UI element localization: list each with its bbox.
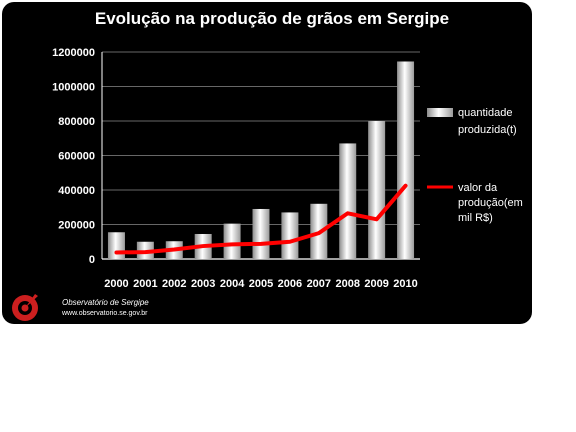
- x-tick-label: 2009: [364, 278, 388, 290]
- legend-line-label-line-3: mil R$): [458, 212, 493, 224]
- x-tick-label: 2007: [307, 278, 331, 290]
- bar: [339, 143, 357, 259]
- chart-panel: Evolução na produção de grãos em Sergipe…: [2, 2, 532, 324]
- bar: [107, 232, 125, 259]
- observatorio-logo-icon: [12, 294, 38, 321]
- x-tick-label: 2005: [249, 278, 273, 290]
- x-tick-label: 2008: [335, 278, 359, 290]
- legend-line-label-line-1: valor da: [458, 182, 498, 194]
- bar: [281, 212, 299, 259]
- legend-line-label-line-2: produção(em: [458, 197, 523, 209]
- bar: [368, 121, 386, 259]
- grid: [101, 51, 420, 260]
- source-url: www.observatorio.se.gov.br: [61, 310, 148, 317]
- legend-bar-swatch: [427, 108, 453, 117]
- source-credit: Observatório de Sergipe www.observatorio…: [12, 294, 149, 321]
- x-tick-label: 2000: [104, 278, 128, 290]
- chart-svg: Evolução na produção de grãos em Sergipe…: [12, 9, 523, 321]
- y-tick-label: 1200000: [52, 47, 95, 59]
- x-tick-label: 2006: [278, 278, 302, 290]
- line-series: [114, 183, 408, 255]
- x-tick-label: 2004: [220, 278, 245, 290]
- y-tick-label: 200000: [58, 220, 95, 232]
- x-tick-label: 2001: [133, 278, 157, 290]
- x-tick-label: 2003: [191, 278, 215, 290]
- legend-bar-label-line-2: produzida(t): [458, 124, 517, 136]
- bar-series: [107, 61, 415, 259]
- source-name: Observatório de Sergipe: [62, 298, 149, 307]
- x-axis-ticks: 2000 2001 2002 2003 2004 2005 2006 2007 2008 2009…: [104, 278, 418, 290]
- y-tick-label: 400000: [58, 185, 95, 197]
- y-axis-ticks: 0 200000 400000 600000 800000 1000000 1200000: [52, 47, 95, 266]
- bar: [223, 223, 241, 259]
- bar: [397, 61, 415, 259]
- y-tick-label: 600000: [58, 151, 95, 163]
- y-tick-label: 0: [89, 254, 95, 266]
- chart-title: Evolução na produção de grãos em Sergipe: [95, 9, 449, 28]
- legend-bar-label-line-1: quantidade: [458, 107, 512, 119]
- bar: [252, 208, 270, 259]
- line-series-path: [114, 183, 408, 255]
- y-tick-label: 800000: [58, 116, 95, 128]
- y-tick-label: 1000000: [52, 82, 95, 94]
- x-tick-label: 2010: [393, 278, 417, 290]
- x-tick-label: 2002: [162, 278, 186, 290]
- legend: quantidade produzida(t) valor da produçã…: [427, 107, 523, 224]
